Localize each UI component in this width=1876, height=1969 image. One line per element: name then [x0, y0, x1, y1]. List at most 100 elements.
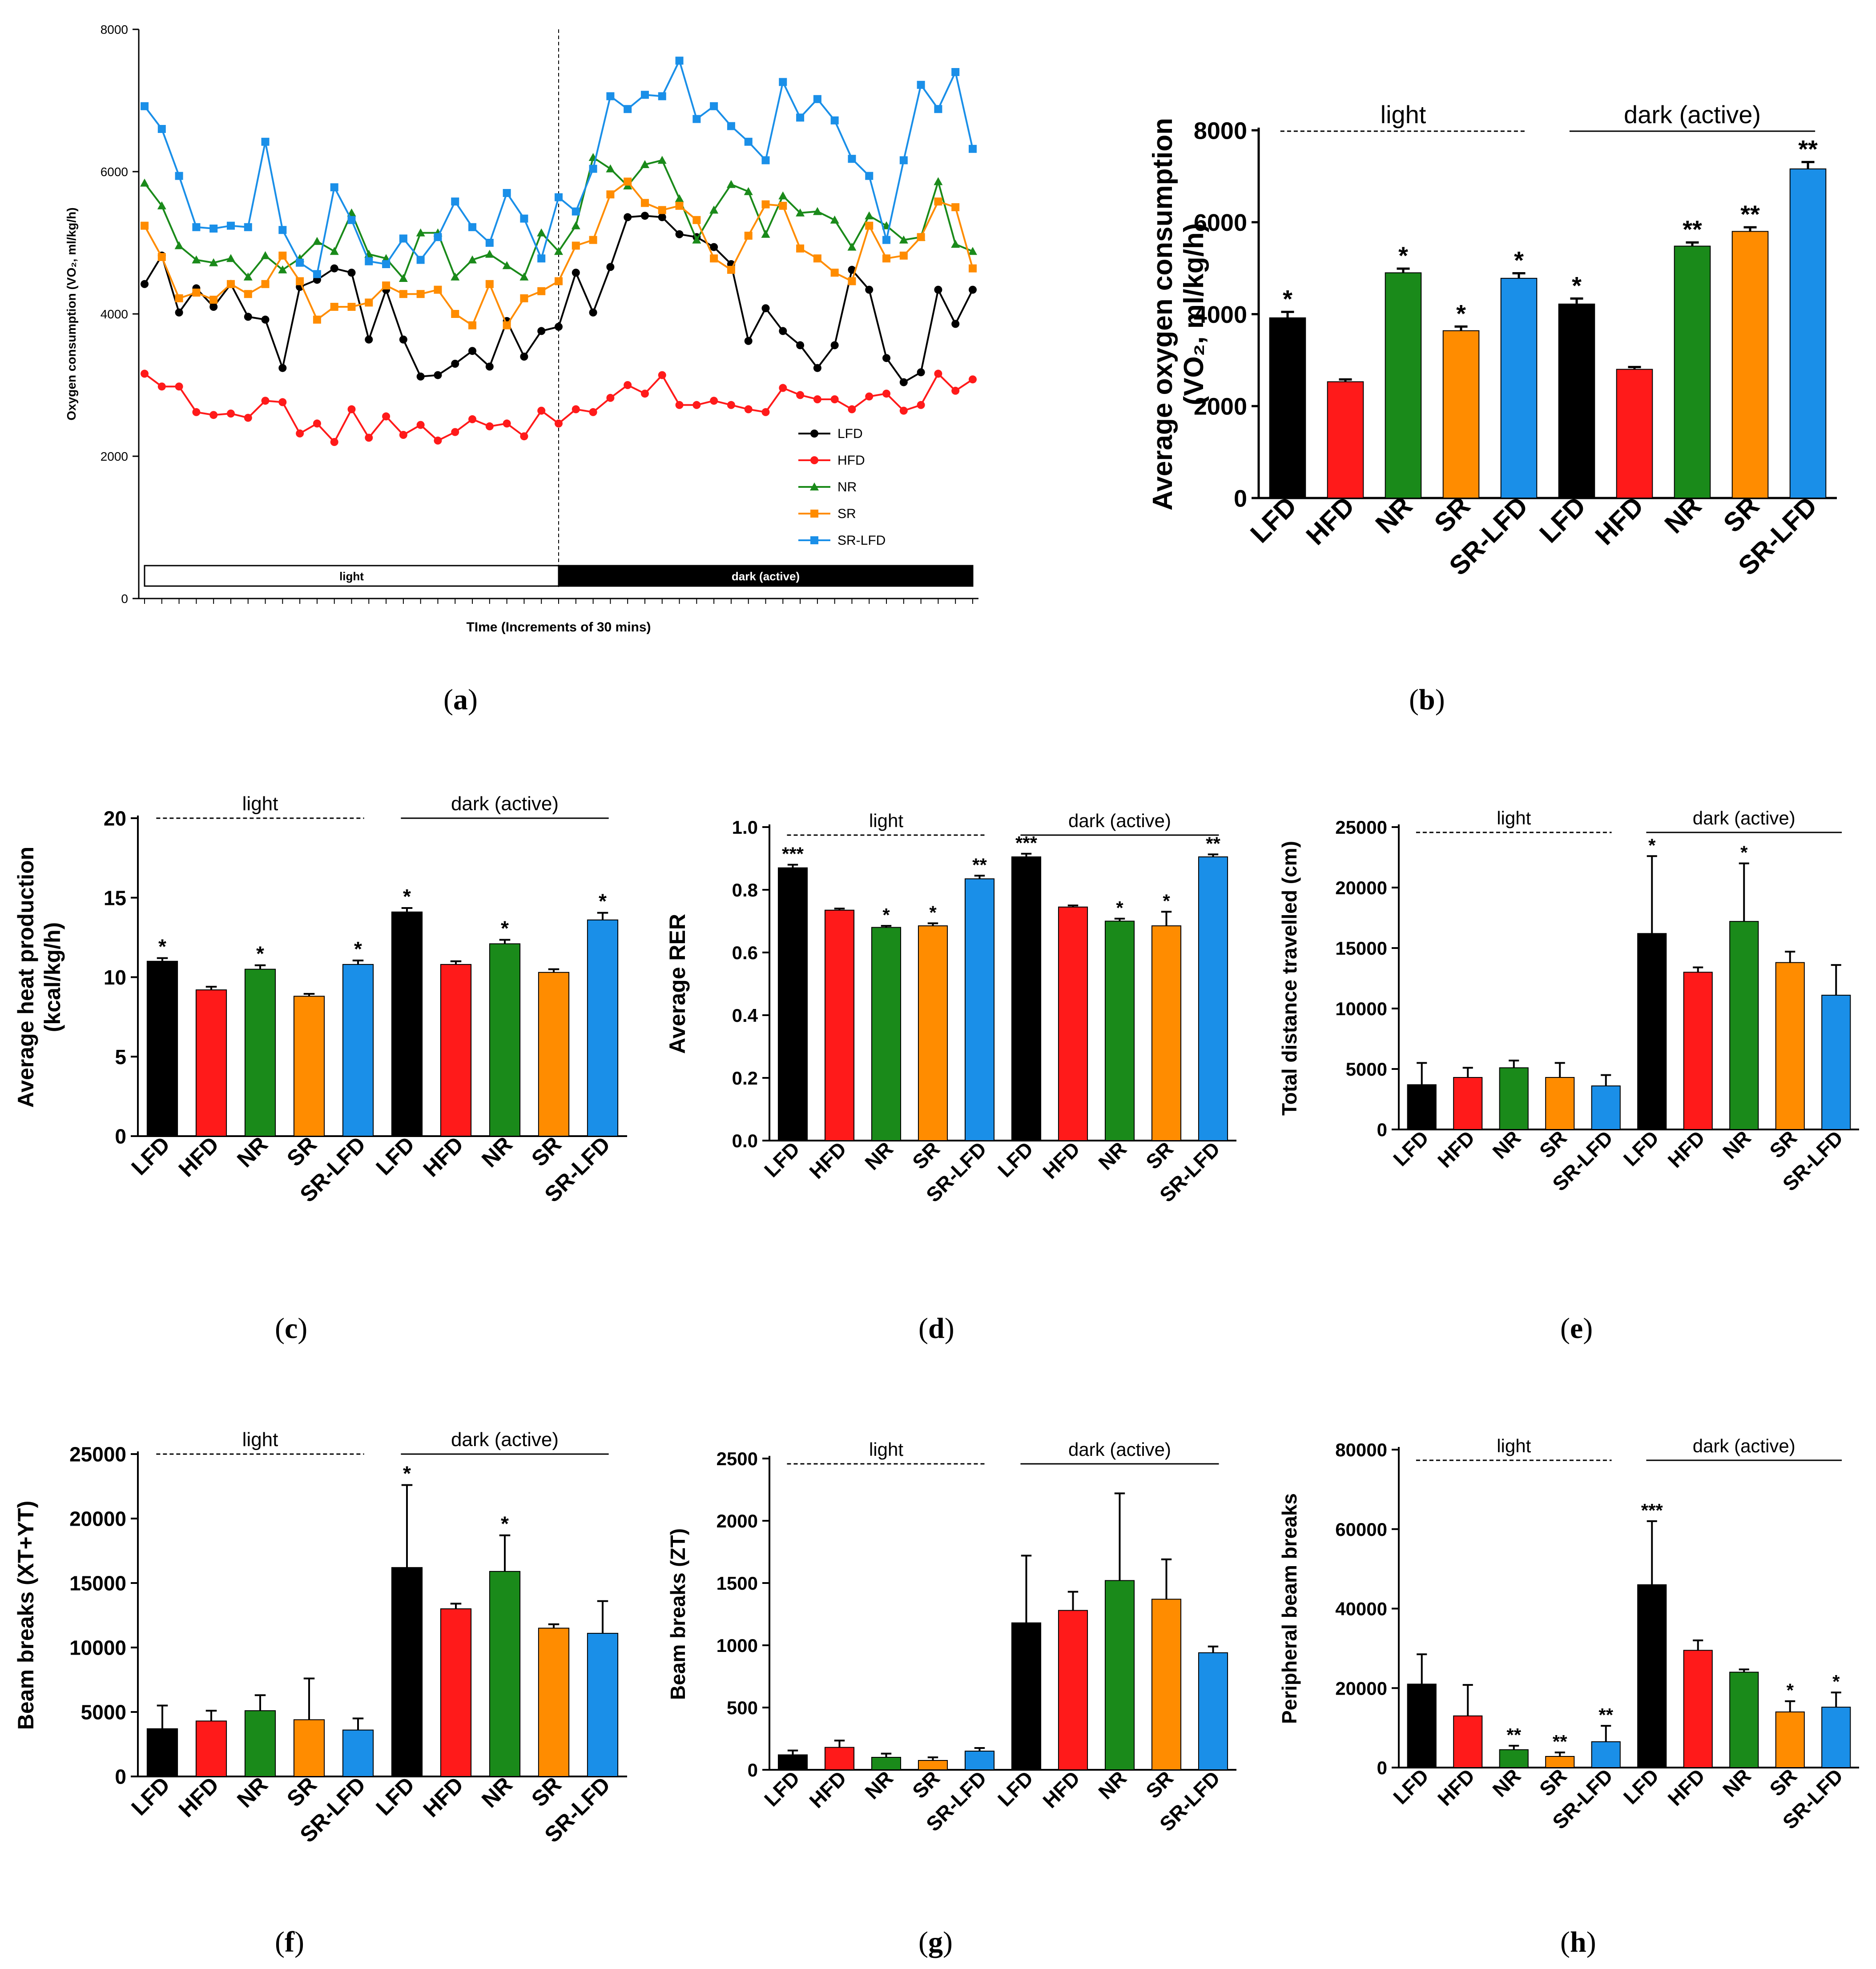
y-axis-label: Total distance travelled (cm) — [1278, 841, 1301, 1116]
dark-group-label: dark (active) — [451, 1429, 559, 1451]
bar-sr — [1775, 1711, 1805, 1768]
data-point-lfd — [658, 213, 666, 221]
category-label: LFD — [1389, 1764, 1433, 1808]
data-point-nr — [451, 272, 460, 281]
category-label: LFD — [371, 1772, 419, 1820]
category-label: SR — [282, 1772, 322, 1812]
significance-marker: ** — [1553, 1731, 1567, 1752]
data-point-hfd — [382, 412, 390, 421]
y-tick-label: 2000 — [101, 450, 128, 463]
data-point-sr — [434, 285, 442, 294]
category-label: SR — [1535, 1126, 1571, 1162]
data-point-sr — [710, 254, 718, 263]
data-point-hfd — [157, 382, 166, 391]
light-group-label: light — [869, 810, 903, 831]
data-point-sr-lfd — [640, 91, 649, 99]
category-label: HFD — [1038, 1137, 1084, 1183]
category-label: LFD — [760, 1766, 804, 1811]
bar-lfd — [1637, 1584, 1667, 1768]
data-point-sr — [779, 201, 787, 210]
data-point-hfd — [606, 394, 615, 402]
data-point-nr — [399, 274, 408, 282]
data-point-lfd — [779, 327, 787, 335]
data-point-sr-lfd — [727, 122, 735, 130]
significance-marker: * — [501, 1512, 509, 1535]
bar-chart-heat-production: 0 5 10 15 20 Average heat production (kcal/kg/… — [13, 793, 627, 1207]
data-point-lfd — [261, 315, 270, 324]
y-tick-label: 20000 — [69, 1507, 126, 1531]
data-point-lfd — [969, 285, 977, 294]
bar-nr — [1104, 1580, 1135, 1770]
data-point-lfd — [175, 308, 183, 317]
data-point-hfd — [572, 405, 580, 414]
bar-sr-lfd — [1198, 1652, 1228, 1770]
data-point-lfd — [451, 360, 459, 368]
dark-group-label: dark (active) — [451, 793, 559, 815]
data-point-sr — [848, 277, 856, 285]
panel-c: 0 5 10 15 20 Average heat production (kcal/kg/… — [9, 783, 627, 1232]
category-label: NR — [1718, 1764, 1755, 1801]
data-point-hfd — [330, 438, 338, 446]
legend-marker — [810, 482, 819, 490]
y-tick-label: 2000 — [1194, 394, 1247, 420]
significance-marker: * — [1514, 246, 1524, 274]
y-axis-label: Average oxygen consumption — [1147, 118, 1178, 510]
data-point-hfd — [779, 384, 787, 392]
category-label: LFD — [1534, 491, 1591, 549]
significance-marker: ** — [1683, 215, 1702, 243]
data-point-sr — [761, 200, 770, 209]
data-point-nr — [934, 177, 943, 185]
significance-marker: * — [1456, 299, 1466, 327]
bar-sr — [1442, 330, 1480, 499]
bar-sr-lfd — [342, 964, 374, 1137]
data-point-hfd — [468, 415, 477, 423]
bar-sr-lfd — [964, 1751, 995, 1770]
data-point-hfd — [951, 386, 960, 395]
data-point-hfd — [640, 390, 649, 398]
data-point-sr — [503, 321, 511, 330]
y-tick-label: 6000 — [101, 165, 128, 179]
data-point-nr — [778, 191, 788, 200]
y-tick-label: 1000 — [717, 1635, 758, 1656]
category-label: LFD — [126, 1772, 174, 1820]
legend-label-lfd: LFD — [837, 426, 863, 441]
bar-hfd — [195, 989, 227, 1137]
data-point-hfd — [226, 410, 235, 418]
bar-nr — [1499, 1749, 1529, 1768]
panel-b: 0 2000 4000 6000 8000 Average oxygen consumpt… — [1125, 80, 1837, 631]
data-point-sr-lfd — [468, 223, 477, 231]
data-point-sr-lfd — [175, 172, 183, 180]
data-point-sr — [951, 203, 960, 211]
data-point-sr-lfd — [779, 78, 787, 86]
caption-f: (f) — [275, 1926, 304, 1958]
caption-b: (b) — [1409, 683, 1445, 716]
category-label: SR — [1765, 1126, 1801, 1162]
data-point-sr — [727, 265, 735, 274]
data-point-hfd — [796, 391, 805, 399]
bar-sr-lfd — [1591, 1085, 1621, 1130]
bar-hfd — [1453, 1077, 1483, 1130]
data-point-sr — [157, 253, 166, 261]
bar-lfd — [1407, 1084, 1437, 1130]
data-point-lfd — [244, 313, 252, 321]
legend-label-hfd: HFD — [837, 453, 865, 468]
bar-chart-peripheral-beam-breaks: 0 20000 40000 60000 80000 Peripheral beam bre… — [1278, 1435, 1859, 1833]
category-label: HFD — [1663, 1764, 1710, 1810]
significance-marker: * — [1787, 1680, 1794, 1701]
data-point-sr — [278, 251, 287, 260]
significance-marker: * — [403, 885, 411, 908]
y-tick-label: 0.0 — [732, 1130, 758, 1151]
bar-lfd — [391, 1567, 423, 1777]
category-label: SR — [527, 1772, 566, 1812]
data-point-sr — [969, 264, 977, 273]
category-label: LFD — [1619, 1126, 1663, 1170]
bar-hfd — [1683, 972, 1713, 1130]
data-point-hfd — [244, 414, 252, 422]
data-point-hfd — [727, 401, 735, 409]
data-point-lfd — [572, 269, 580, 277]
bar-hfd — [1616, 369, 1653, 498]
category-label: LFD — [126, 1132, 174, 1180]
category-label: SR — [282, 1132, 322, 1171]
bar-hfd — [1327, 381, 1364, 498]
x-axis-label: TIme (Increments of 30 mins) — [466, 620, 651, 635]
